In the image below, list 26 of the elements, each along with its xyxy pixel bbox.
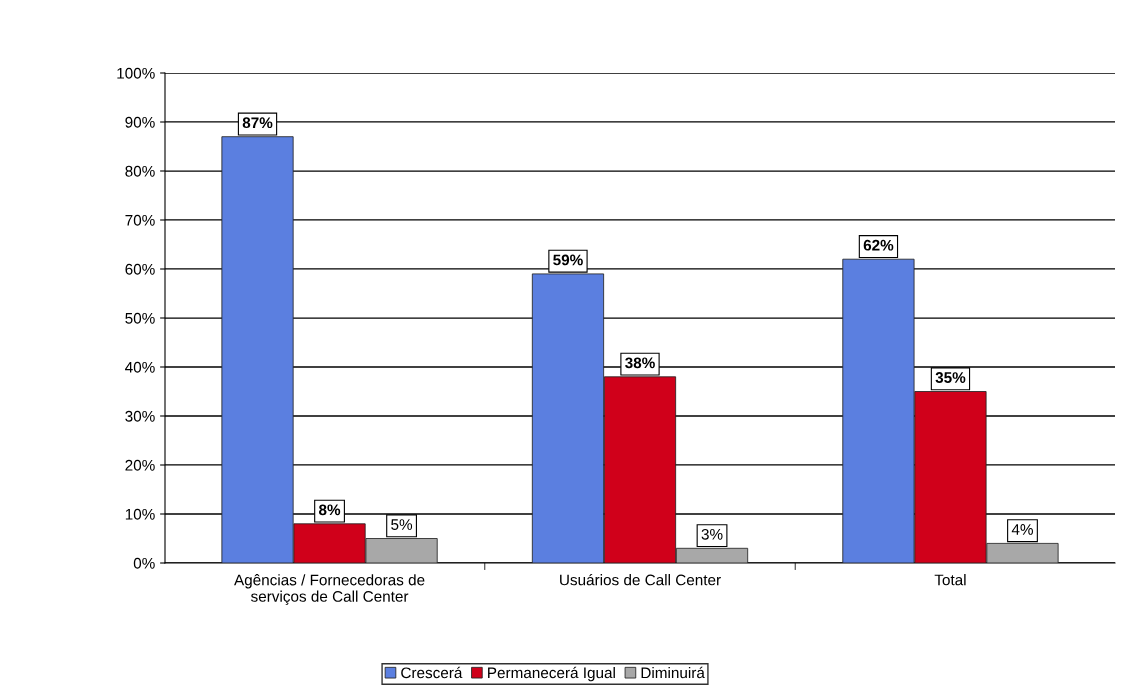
y-tick-label: 100% — [117, 67, 155, 79]
text: 8% — [318, 504, 341, 516]
y-tick-label: 0% — [133, 557, 155, 569]
x-tick-label: Total — [934, 574, 966, 586]
x-tick-label: Usuários de Call Center — [560, 573, 721, 586]
text: 4% — [1011, 524, 1033, 535]
legend-label: Permanecerá Igual — [488, 666, 615, 682]
legend-label: Crescerá — [401, 666, 463, 679]
y-tick-label: 90% — [125, 116, 155, 128]
legend-label: Diminuirá — [641, 666, 705, 679]
y-tick-label: 40% — [125, 361, 155, 373]
y-tick-label: 80% — [125, 165, 155, 177]
text: 59% — [553, 254, 583, 266]
y-tick-label: 30% — [125, 410, 155, 422]
x-tick-label: Agências / Fornecedoras de serviços de Call Center — [234, 574, 425, 605]
text: 35% — [935, 372, 966, 383]
y-tick-label: 60% — [125, 263, 155, 275]
y-tick-label: 70% — [125, 214, 155, 226]
text: 87% — [242, 117, 273, 129]
y-tick-label: 20% — [125, 459, 155, 471]
text: 62% — [863, 239, 894, 251]
y-tick-label: 10% — [125, 508, 155, 520]
text: 3% — [701, 528, 723, 540]
text: 5% — [391, 519, 413, 530]
y-tick-label: 50% — [125, 312, 155, 324]
text: 38% — [625, 357, 655, 369]
